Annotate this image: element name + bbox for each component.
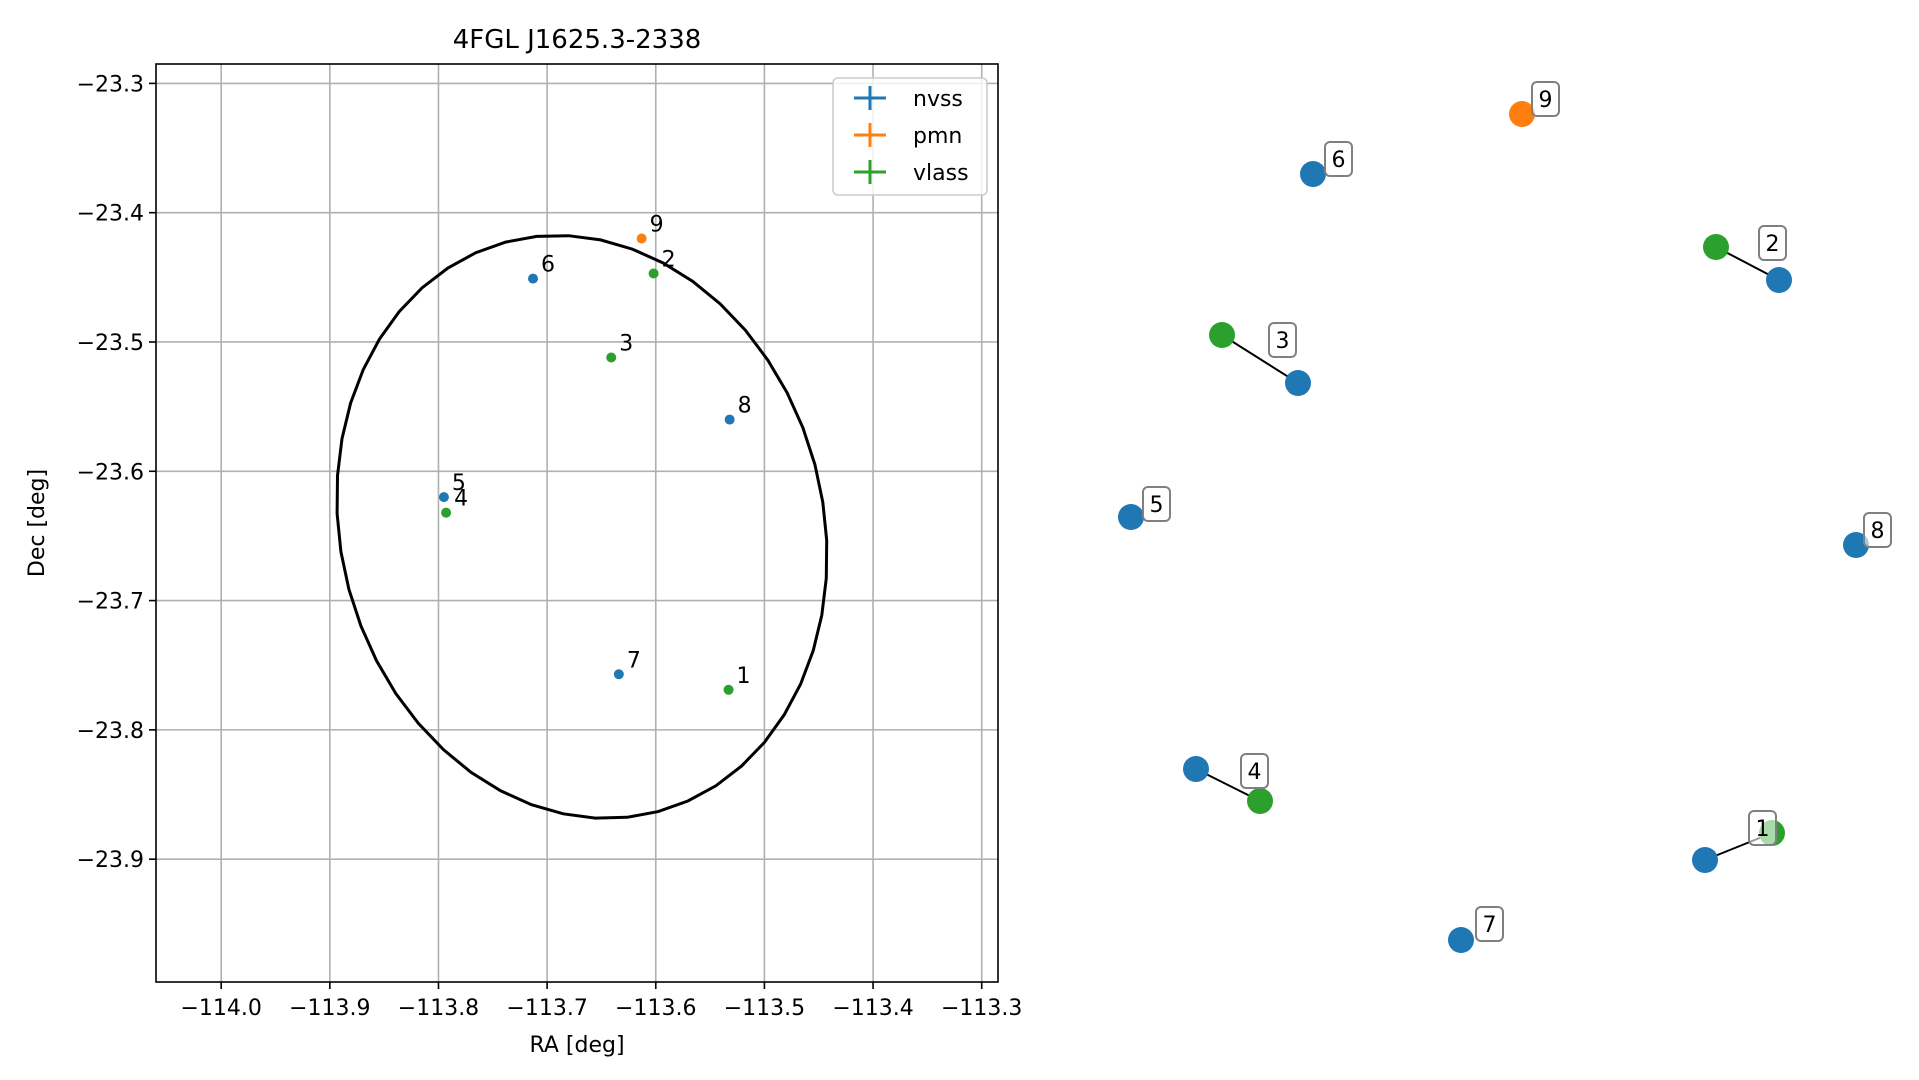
vlass-point-4 xyxy=(441,507,452,518)
x-tick-label: −113.8 xyxy=(398,996,479,1021)
label-text: 2 xyxy=(1766,232,1780,257)
label-box xyxy=(1240,753,1269,789)
x-tick-label: −113.4 xyxy=(832,996,913,1021)
x-tick-label: −113.3 xyxy=(941,996,1022,1021)
x-tick-label: −113.6 xyxy=(615,996,696,1021)
error-ellipse xyxy=(335,234,829,820)
legend-label-vlass: vlass xyxy=(913,161,969,186)
diagram-marker-nvss-5 xyxy=(1118,504,1144,530)
label-text: 4 xyxy=(1248,760,1262,785)
right-diagram: 1 2 3 4 5 6 7 8 9 xyxy=(1118,81,1892,953)
plot-frame xyxy=(155,63,999,983)
label-box xyxy=(1475,906,1504,942)
y-tick-label: −23.4 xyxy=(77,202,144,227)
nvss-point-6 xyxy=(527,273,538,284)
diagram-label-5: 5 xyxy=(1142,486,1171,522)
y-tick-label: −23.7 xyxy=(77,590,144,615)
diagram-marker-nvss-1 xyxy=(1692,847,1718,873)
label-box xyxy=(1324,141,1353,177)
label-box xyxy=(1531,81,1560,117)
diagram-marker-nvss-2 xyxy=(1766,267,1792,293)
label-text: 8 xyxy=(1871,519,1885,544)
diagram-label-6: 6 xyxy=(1324,141,1353,177)
point-label: 7 xyxy=(627,648,641,673)
data-points: 5 6 7 8 9 1 2 3 4 xyxy=(438,213,752,695)
x-axis-label: RA [deg] xyxy=(529,1033,624,1058)
label-text: 3 xyxy=(1276,329,1290,354)
point-label: 5 xyxy=(452,471,466,496)
point-label: 4 xyxy=(454,487,468,512)
y-tick-label: −23.6 xyxy=(77,460,144,485)
left-chart: 5 6 7 8 9 1 2 3 4 −114.0 −113.9 −113.8 −113.7 −113.6… xyxy=(25,25,1022,1058)
legend: nvss pmn vlass xyxy=(832,77,988,196)
point-label: 9 xyxy=(650,213,664,238)
diagram-marker-nvss-6 xyxy=(1300,161,1326,187)
legend-label-nvss: nvss xyxy=(913,87,963,112)
diagram-marker-nvss-8 xyxy=(1843,532,1869,558)
label-text: 6 xyxy=(1332,148,1346,173)
label-box xyxy=(1142,486,1171,522)
label-text: 9 xyxy=(1539,88,1553,113)
y-tick-label: −23.9 xyxy=(77,848,144,873)
y-tick-label: −23.8 xyxy=(77,719,144,744)
diagram-label-2: 2 xyxy=(1758,225,1787,261)
point-label: 2 xyxy=(662,247,676,272)
nvss-point-8 xyxy=(724,414,735,425)
label-box xyxy=(1863,512,1892,548)
x-tick-label: −114.0 xyxy=(180,996,261,1021)
y-axis-label: Dec [deg] xyxy=(25,469,50,577)
vlass-point-1 xyxy=(723,684,734,695)
x-tick-label: −113.9 xyxy=(289,996,370,1021)
chart-title: 4FGL J1625.3-2338 xyxy=(453,25,702,55)
vlass-point-3 xyxy=(606,352,617,363)
diagram-label-7: 7 xyxy=(1475,906,1504,942)
diagram-marker-vlass-3 xyxy=(1209,322,1235,348)
diagram-marker-nvss-7 xyxy=(1448,927,1474,953)
vlass-point-2 xyxy=(648,268,659,279)
diagram-marker-nvss-4 xyxy=(1183,756,1209,782)
pmn-point-9 xyxy=(636,233,647,244)
x-tick-label: −113.7 xyxy=(506,996,587,1021)
nvss-point-5 xyxy=(438,492,449,503)
diagram-label-9: 9 xyxy=(1531,81,1560,117)
diagram-marker-pmn-9 xyxy=(1509,101,1535,127)
point-label: 6 xyxy=(541,253,555,278)
y-tick-label: −23.3 xyxy=(77,72,144,97)
connector-line xyxy=(1221,334,1299,384)
axis-ticks: −114.0 −113.9 −113.8 −113.7 −113.6 −113.5 −113… xyxy=(77,72,1023,1021)
y-tick-label: −23.5 xyxy=(77,331,144,356)
label-text: 5 xyxy=(1150,493,1164,518)
point-label: 8 xyxy=(738,394,752,419)
point-label: 3 xyxy=(619,332,633,357)
diagram-label-1: 1 xyxy=(1748,810,1777,846)
diagram-label-4: 4 xyxy=(1240,753,1269,789)
x-tick-label: −113.5 xyxy=(724,996,805,1021)
nvss-point-7 xyxy=(613,669,624,680)
label-box xyxy=(1748,810,1777,846)
diagram-marker-vlass-2 xyxy=(1703,234,1729,260)
label-box xyxy=(1758,225,1787,261)
diagram-label-3: 3 xyxy=(1268,322,1297,358)
grid xyxy=(156,64,998,982)
label-text: 7 xyxy=(1483,913,1497,938)
point-label: 1 xyxy=(737,664,751,689)
label-text: 1 xyxy=(1756,817,1770,842)
label-box xyxy=(1268,322,1297,358)
diagram-marker-vlass-4 xyxy=(1247,788,1273,814)
diagram-label-8: 8 xyxy=(1863,512,1892,548)
legend-label-pmn: pmn xyxy=(913,124,962,149)
diagram-marker-nvss-3 xyxy=(1285,370,1311,396)
